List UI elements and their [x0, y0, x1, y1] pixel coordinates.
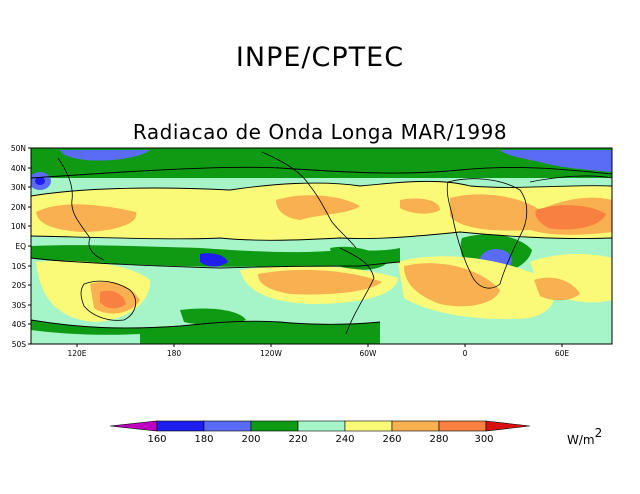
colorbar-swatch	[344, 420, 393, 432]
colorbar-swatch	[391, 420, 440, 432]
colorbar-swatch	[250, 420, 299, 432]
colorbar-tick-label: 280	[429, 434, 448, 445]
colorbar-labels: 160 180 200 220 240 260 280 300	[147, 434, 493, 445]
colorbar-tick-label: 300	[474, 434, 493, 445]
lat-label: 50N	[11, 144, 26, 153]
units-base: W/m	[567, 433, 595, 447]
patch-north-blue-2	[500, 150, 612, 172]
lon-label: 120W	[260, 349, 282, 358]
units-exponent: 2	[594, 426, 603, 440]
patch-arabia-300	[535, 205, 606, 230]
lat-axis: 50N 40N 30N 20N 10N EQ 10S 20S 30S 40S 5…	[11, 144, 31, 349]
lat-label: 30S	[12, 301, 27, 310]
band-south-240	[31, 330, 140, 344]
patch-asia-dark	[35, 177, 45, 185]
lon-label: 180	[167, 349, 182, 358]
lat-label: EQ	[15, 242, 26, 251]
patch-satl-280	[404, 263, 500, 307]
lat-label: 40S	[12, 320, 27, 329]
colorbar-swatch	[438, 420, 487, 432]
page-title: INPE/CPTEC	[235, 42, 405, 73]
colorbar-arrow-high	[485, 420, 531, 432]
colorbar-tick-label: 260	[382, 434, 401, 445]
patch-north-blue-1	[60, 150, 150, 161]
patch-australia-300	[100, 290, 126, 309]
patch-epac-280	[276, 195, 360, 220]
lon-label: 60E	[555, 349, 570, 358]
olr-field	[31, 148, 612, 344]
coastlines	[57, 151, 612, 335]
map-title: Radiacao de Onda Longa MAR/1998	[132, 120, 508, 144]
lat-label: 20N	[11, 203, 26, 212]
colorbar	[109, 420, 531, 432]
patch-sind-280	[534, 277, 580, 301]
patch-atl-280	[400, 198, 440, 214]
colorbar-tick-label: 200	[241, 434, 260, 445]
north-220-edge	[31, 148, 612, 178]
contour-lines	[31, 166, 612, 329]
lat-label: 10S	[12, 262, 27, 271]
patch-south-220b	[180, 308, 246, 325]
colorbar-arrow-low	[109, 420, 158, 432]
patch-itcz-blue	[200, 253, 228, 267]
patch-pacific-280	[36, 204, 137, 232]
patch-spac-280	[258, 269, 382, 295]
units-label: W/m2	[567, 426, 603, 447]
colorbar-swatch	[156, 420, 205, 432]
lat-label: 40N	[11, 164, 26, 173]
lat-label: 10N	[11, 222, 26, 231]
lon-label: 120E	[67, 349, 86, 358]
lon-label: 0	[463, 349, 468, 358]
colorbar-tick-label: 180	[194, 434, 213, 445]
colorbar-tick-label: 240	[335, 434, 354, 445]
lat-label: 50S	[12, 340, 27, 349]
lon-label: 60W	[360, 349, 378, 358]
lat-label: 30N	[11, 183, 26, 192]
lat-label: 20S	[12, 281, 27, 290]
lon-axis: 120E 180 120W 60W 0 60E	[67, 344, 569, 358]
colorbar-tick-label: 160	[147, 434, 166, 445]
colorbar-swatch	[297, 420, 346, 432]
colorbar-tick-label: 220	[288, 434, 307, 445]
colorbar-swatch	[203, 420, 252, 432]
